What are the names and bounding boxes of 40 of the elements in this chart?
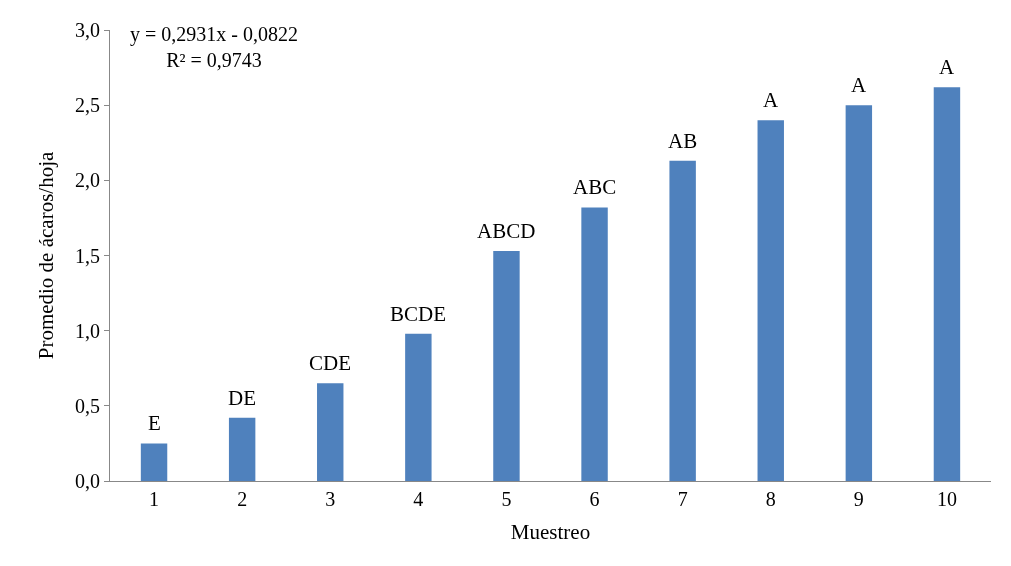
x-tick-label: 9 [853, 488, 864, 510]
bar [581, 207, 608, 481]
annotation: A [851, 73, 867, 97]
annotation: CDE [309, 351, 351, 375]
x-tick-label: 6 [589, 488, 600, 510]
y-tick-label: 0,0 [75, 470, 100, 492]
annotation: A [939, 55, 955, 79]
x-tick-label: 5 [501, 488, 512, 510]
annotation: ABCD [477, 219, 536, 243]
bar [845, 105, 873, 481]
bar [405, 333, 432, 481]
x-tick-label: 4 [413, 488, 424, 510]
y-tick-label: 1,5 [75, 244, 100, 267]
bar [317, 383, 344, 481]
y-tick-label: 2,0 [75, 169, 100, 192]
bar [669, 160, 696, 481]
bar [140, 443, 168, 481]
annotation: BCDE [390, 302, 447, 326]
y-tick-label: 3,0 [75, 19, 100, 41]
x-tick-label: 7 [677, 488, 688, 510]
annotation: y = 0,2931x - 0,0822 R² = 0,9743 [130, 23, 298, 71]
y-tick-label: 0,5 [75, 394, 100, 417]
y-tick-label: 2,5 [75, 94, 100, 117]
annotation: ABC [573, 175, 617, 199]
bar [757, 120, 784, 481]
bar [933, 87, 961, 481]
x-tick-label: 8 [765, 488, 776, 510]
x-tick-label: 2 [237, 488, 248, 510]
y-tick-label: 1,0 [75, 319, 100, 342]
bar [493, 250, 520, 481]
annotation: E [148, 411, 161, 435]
x-tick-label: 10 [936, 488, 957, 510]
y-axis-title: Promedio de ácaros/hoja [34, 151, 59, 360]
annotation: A [763, 88, 779, 112]
x-axis-title: Muestreo [510, 520, 591, 545]
x-tick-label: 3 [325, 488, 336, 510]
annotation: DE [228, 386, 256, 410]
bar [228, 417, 256, 481]
x-tick-label: 1 [149, 488, 160, 510]
annotation: AB [668, 129, 698, 153]
